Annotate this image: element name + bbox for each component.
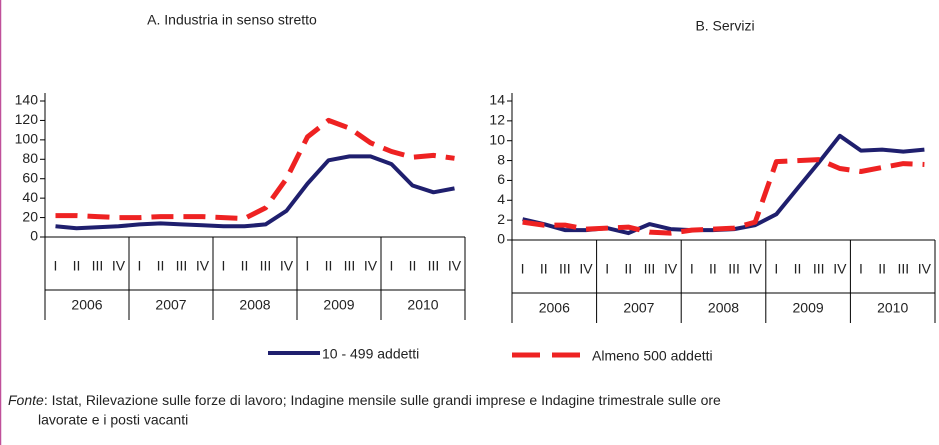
legend-label: Almeno 500 addetti	[592, 348, 713, 364]
footnote-text: lavorate e i posti vacanti	[38, 412, 188, 428]
series-line	[55, 117, 455, 221]
y-tick-label: 14	[489, 92, 505, 108]
y-tick-label: 140	[15, 92, 39, 108]
year-label: 2010	[877, 300, 908, 316]
y-tick-label: 0	[497, 231, 505, 247]
y-tick-label: 4	[497, 191, 505, 207]
y-tick-label: 60	[22, 169, 38, 185]
year-label: 2006	[539, 300, 570, 316]
x-tick-label: III	[92, 258, 104, 274]
x-tick-label: III	[176, 258, 188, 274]
x-tick-label: II	[878, 261, 886, 277]
x-tick-label: II	[409, 258, 417, 274]
x-tick-label: I	[390, 258, 394, 274]
x-tick-label: III	[344, 258, 356, 274]
x-tick-label: I	[521, 261, 525, 277]
x-tick-label: IV	[749, 261, 763, 277]
x-tick-label: IV	[833, 261, 847, 277]
legend-label: 10 - 499 addetti	[322, 346, 419, 362]
footnote: Fonte: Istat, Rilevazione sulle forze di…	[8, 392, 721, 408]
footnote-label: Fonte	[8, 392, 44, 408]
x-tick-label: I	[54, 258, 58, 274]
year-label: 2008	[239, 297, 270, 313]
chart-title: B. Servizi	[695, 18, 754, 34]
year-label: 2006	[71, 297, 102, 313]
x-tick-label: II	[624, 261, 632, 277]
y-tick-label: 12	[489, 112, 505, 128]
x-tick-label: II	[794, 261, 802, 277]
x-tick-label: I	[859, 261, 863, 277]
x-tick-label: III	[728, 261, 740, 277]
year-label: 2007	[623, 300, 654, 316]
year-label: 2007	[155, 297, 186, 313]
y-tick-label: 120	[15, 111, 39, 127]
series-line	[522, 133, 925, 236]
series-line	[55, 154, 455, 231]
x-tick-label: III	[813, 261, 825, 277]
x-tick-label: IV	[196, 258, 210, 274]
x-tick-label: IV	[579, 261, 593, 277]
y-tick-label: 20	[22, 208, 38, 224]
year-label: 2009	[323, 297, 354, 313]
series-line	[522, 157, 925, 236]
x-tick-label: I	[690, 261, 694, 277]
x-tick-label: II	[325, 258, 333, 274]
x-tick-label: IV	[664, 261, 678, 277]
x-tick-label: IV	[280, 258, 294, 274]
x-tick-label: II	[241, 258, 249, 274]
y-tick-label: 6	[497, 171, 505, 187]
x-tick-label: II	[157, 258, 165, 274]
y-tick-label: 40	[22, 189, 38, 205]
x-tick-label: III	[644, 261, 656, 277]
x-tick-label: II	[540, 261, 548, 277]
x-tick-label: I	[138, 258, 142, 274]
x-tick-label: I	[306, 258, 310, 274]
x-tick-label: II	[709, 261, 717, 277]
y-tick-label: 8	[497, 151, 505, 167]
x-tick-label: IV	[112, 258, 126, 274]
x-tick-label: I	[774, 261, 778, 277]
y-tick-label: 0	[30, 228, 38, 244]
y-tick-label: 10	[489, 131, 505, 147]
y-tick-label: 80	[22, 150, 38, 166]
x-tick-label: IV	[364, 258, 378, 274]
x-tick-label: III	[428, 258, 440, 274]
y-tick-label: 2	[497, 211, 505, 227]
x-tick-label: III	[559, 261, 571, 277]
year-label: 2008	[708, 300, 739, 316]
x-tick-label: III	[260, 258, 272, 274]
x-tick-label: IV	[448, 258, 462, 274]
footnote-text: : Istat, Rilevazione sulle forze di lavo…	[44, 392, 721, 408]
chart-title: A. Industria in senso stretto	[147, 12, 317, 28]
year-label: 2010	[407, 297, 438, 313]
year-label: 2009	[793, 300, 824, 316]
x-tick-label: I	[222, 258, 226, 274]
x-tick-label: II	[73, 258, 81, 274]
y-tick-label: 100	[15, 131, 39, 147]
x-tick-label: I	[605, 261, 609, 277]
x-tick-label: IV	[918, 261, 932, 277]
x-tick-label: III	[897, 261, 909, 277]
